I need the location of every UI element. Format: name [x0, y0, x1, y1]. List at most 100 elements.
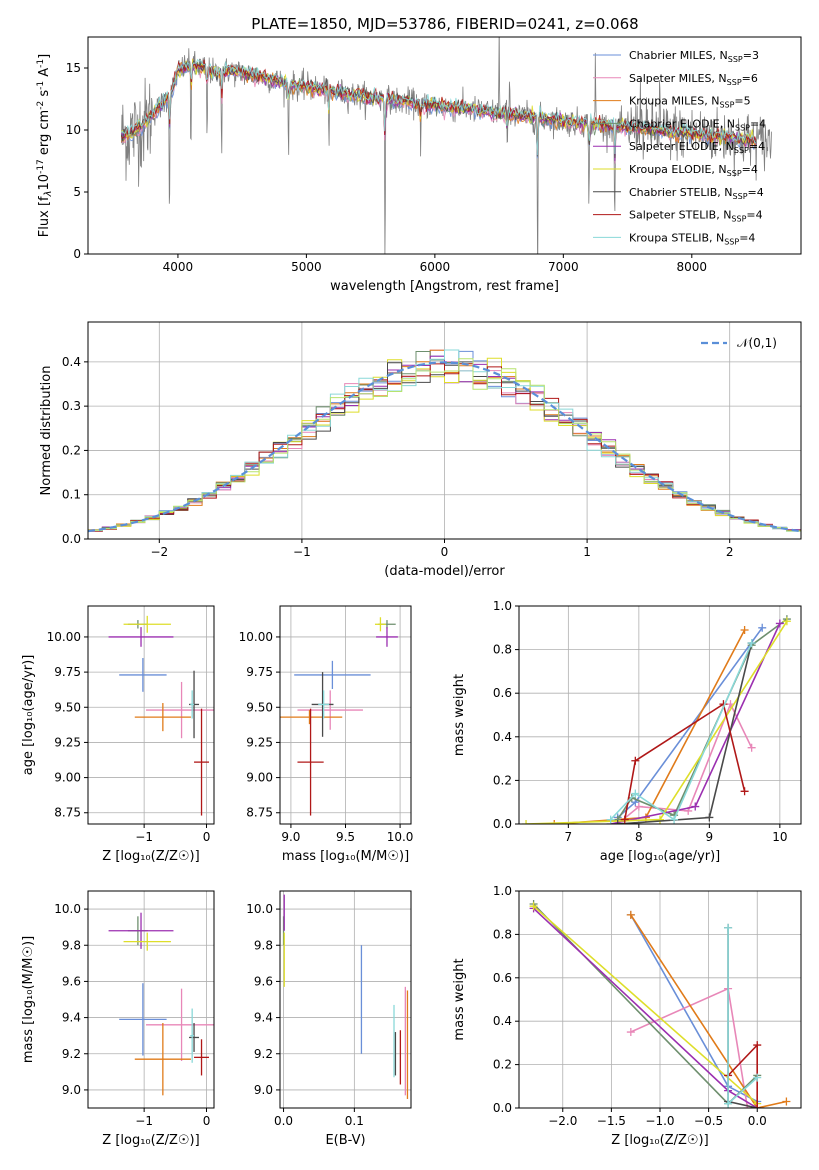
- legend-label: Chabrier MILES, NSSP=3: [629, 49, 759, 64]
- legend-label: Kroupa MILES, NSSP=5: [629, 95, 751, 110]
- y-axis-label: mass weight: [452, 674, 467, 756]
- y-tick-label: 15: [66, 61, 81, 75]
- x-axis-label: Z [log₁₀(Z/Z☉)]: [102, 849, 199, 864]
- weight-marker: [740, 787, 749, 796]
- plot-area: [529, 900, 791, 1108]
- x-tick-label: 0: [203, 1114, 211, 1128]
- y-axis-label-part: erg cm: [37, 110, 52, 159]
- x-tick-label: 6000: [420, 260, 451, 274]
- y-tick-label: 10.0: [246, 902, 273, 916]
- legend-text: Salpeter MILES, N: [629, 72, 727, 85]
- x-axis-label: (data-model)/error: [384, 564, 505, 579]
- legend-suffix: =4: [742, 163, 758, 176]
- axes-frame: [87, 36, 802, 255]
- residuals-panel: −2 −1 0 1 2 0.0 0.1 0.2 0.3 0.4 (data-model)/error…: [39, 321, 802, 579]
- weight-marker: [550, 820, 559, 824]
- weight-marker: [631, 789, 640, 798]
- y-tick-label: 0.4: [493, 1014, 512, 1028]
- normal-distribution-curve: [88, 361, 801, 533]
- residual-histogram: [88, 358, 801, 534]
- y-tick-label: 1.0: [493, 884, 512, 898]
- x-tick-label: 10.0: [387, 830, 414, 844]
- legend-text: Chabrier MILES, N: [629, 49, 728, 62]
- legend-suffix: =4: [750, 117, 766, 130]
- legend-suffix: =6: [742, 72, 758, 85]
- errorbar-point: [190, 1008, 195, 1063]
- plot-area: [282, 894, 409, 1099]
- y-axis-label: mass [log₁₀(M/M☉)]: [21, 936, 36, 1063]
- x-tick-label: −1.5: [597, 1114, 626, 1128]
- legend-text: Kroupa MILES, N: [629, 95, 719, 108]
- weight-marker: [613, 820, 622, 824]
- weight-marker: [775, 619, 784, 628]
- weight-line-kroupa-miles: [554, 629, 746, 824]
- weight-line-kroupa-stelib: [610, 642, 753, 821]
- x-axis-label: E(B-V): [325, 1133, 365, 1148]
- legend-suffix: =4: [748, 186, 764, 199]
- weight-marker: [705, 813, 714, 822]
- x-tick-label: 8000: [677, 260, 708, 274]
- errorbar-point: [189, 1023, 200, 1052]
- x-axis-label: wavelength [Angstrom, rest frame]: [330, 279, 559, 294]
- y-tick-label: 9.0: [62, 1083, 81, 1097]
- axes-frame: [87, 890, 215, 1109]
- errorbar-point: [134, 703, 191, 732]
- errorbar-point: [108, 912, 174, 949]
- y-tick-label: 10.00: [239, 630, 273, 644]
- age_vs_mass-panel: 9.0 9.5 10.0 8.75 9.00 9.25 9.50 9.75 10.00 mass …: [239, 605, 414, 864]
- y-tick-label: 9.0: [254, 1083, 273, 1097]
- x-tick-label: 7: [565, 830, 573, 844]
- legend-text: Salpeter STELIB, N: [629, 209, 731, 222]
- x-axis-label: age [log₁₀(age/yr)]: [600, 849, 721, 864]
- y-tick-label: 0.2: [493, 1058, 512, 1072]
- y-axis-label: Flux [fλ10-17 erg cm-2 s-1 A-1]: [36, 54, 54, 237]
- y-axis-label: mass weight: [452, 958, 467, 1040]
- y-tick-label: 0.2: [62, 443, 81, 457]
- weight_vs_age-panel: 7 8 9 10 0.0 0.2 0.4 0.6 0.8 1.0 age [log₁₀(age/yr…: [452, 599, 802, 864]
- x-tick-label: −1: [135, 830, 153, 844]
- weight_vs_Z-panel: −2.0 −1.5 −1.0 −0.5 0.0 0.0 0.2 0.4 0.6 0.8 1.0 Z […: [452, 884, 802, 1148]
- legend-subscript: SSP: [734, 146, 749, 155]
- legend-suffix: =3: [743, 49, 759, 62]
- x-tick-label: 1: [583, 545, 591, 559]
- plot-area: [108, 615, 214, 816]
- x-tick-label: −1: [293, 545, 311, 559]
- weight-marker: [522, 820, 531, 824]
- y-tick-label: 9.6: [62, 974, 81, 988]
- weight-marker: [620, 815, 629, 824]
- weight-marker: [753, 1041, 762, 1050]
- x-tick-label: −2.0: [548, 1114, 577, 1128]
- weight-marker: [656, 815, 664, 824]
- legend-suffix: =4: [746, 209, 762, 222]
- y-axis-label: Normed distribution: [39, 366, 54, 496]
- legend-label: Salpeter MILES, NSSP=6: [629, 72, 758, 87]
- spectrum-panel: 4000 5000 6000 7000 8000 0 5 10 15 wavelength [An…: [36, 36, 802, 294]
- axes-frame: [87, 605, 215, 825]
- x-tick-label: 9: [706, 830, 714, 844]
- legend-label: Chabrier ELODIE, NSSP=4: [629, 117, 766, 132]
- y-axis-label-part: -1: [36, 59, 46, 68]
- y-tick-label: 9.2: [254, 1047, 273, 1061]
- errorbar-point: [194, 1039, 210, 1076]
- weight-marker: [753, 1104, 762, 1108]
- errorbar-point: [374, 617, 386, 632]
- legend-label: Chabrier STELIB, NSSP=4: [629, 186, 764, 201]
- legend-subscript: SSP: [724, 237, 739, 246]
- y-tick-label: 0.6: [493, 971, 512, 985]
- weight-marker: [626, 910, 635, 919]
- weight-marker: [758, 623, 767, 632]
- y-tick-label: 9.6: [254, 974, 273, 988]
- y-tick-label: 1.0: [493, 599, 512, 613]
- weight-marker: [753, 1073, 762, 1082]
- x-tick-label: −0.5: [694, 1114, 723, 1128]
- legend-suffix: =4: [739, 231, 755, 244]
- x-tick-label: 9.5: [336, 830, 355, 844]
- errorbar-point: [318, 690, 330, 719]
- x-tick-label: 0: [203, 830, 211, 844]
- y-tick-label: 9.75: [54, 665, 81, 679]
- y-tick-label: 0.8: [493, 927, 512, 941]
- legend-label: 𝒩(0,1): [737, 336, 777, 350]
- errorbar-point: [119, 983, 167, 1056]
- legend-label: Kroupa ELODIE, NSSP=4: [629, 163, 758, 178]
